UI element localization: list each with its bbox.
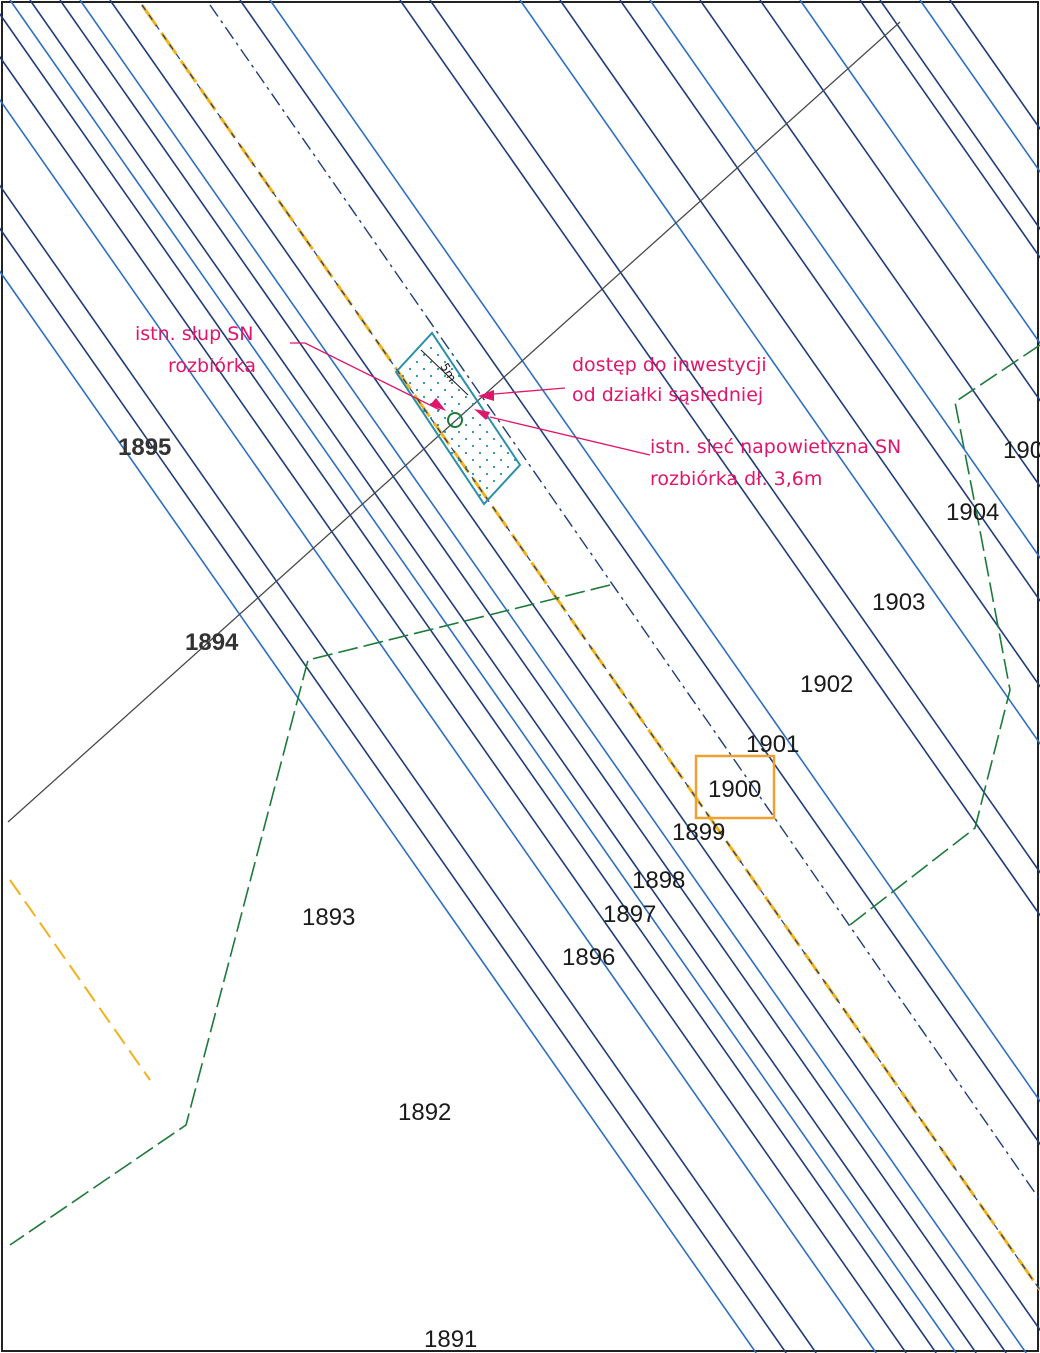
pole-annotation-line1: istn. słup SN	[135, 323, 253, 345]
parcel-label-1903: 1903	[872, 589, 925, 616]
parcel-boundary-line	[649, 0, 1040, 560]
road-highlight	[9, 4, 1040, 1291]
parcel-label-1902: 1902	[800, 671, 853, 698]
access-annotation-line1: dostęp do inwestycji	[572, 354, 767, 376]
access-annotation-line2: od działki sąsiedniej	[572, 384, 763, 406]
parcel-label-1899: 1899	[672, 819, 725, 846]
investment-area[interactable]	[394, 331, 522, 506]
parcel-label-1894: 1894	[185, 629, 239, 656]
parcel-boundary-line	[0, 270, 757, 1353]
arrow-icons	[430, 390, 494, 420]
parcel-label-1897: 1897	[603, 901, 656, 928]
road-highlight-left	[9, 879, 151, 1081]
building-boundaries	[9, 344, 1040, 1246]
parcel-label-1891: 1891	[424, 1326, 477, 1353]
parcel-boundary-line	[0, 55, 907, 1353]
parcel-boundary-line	[109, 0, 1040, 1332]
parcel-boundary-line	[59, 0, 1007, 1353]
parcel-boundary-line	[0, 98, 877, 1353]
access-leader	[481, 387, 566, 396]
annotation-leaders	[290, 342, 651, 456]
pole-circle-icon[interactable]	[447, 412, 463, 428]
parcel-boundary-line	[79, 0, 1027, 1353]
green-boundary-1	[9, 584, 611, 1246]
parcel-boundary-line	[949, 0, 1040, 131]
pole-leader	[290, 342, 441, 411]
parcel-boundary-line	[519, 0, 1040, 745]
pole-annotation-line2: rozbiórka	[168, 355, 256, 377]
parcel-label-1898: 1898	[632, 867, 685, 894]
parcel-boundary-line	[399, 0, 1040, 917]
parcel-boundary-line	[239, 0, 1040, 1146]
parcel-boundary-line	[9, 0, 957, 1353]
network-leader	[489, 416, 651, 456]
parcel-label-1901: 1901	[746, 731, 799, 758]
road-highlight-line-b	[141, 4, 1040, 1291]
parcel-boundary-line	[699, 0, 1040, 488]
parcel-label-1896: 1896	[562, 944, 615, 971]
arrow-icon	[430, 398, 446, 411]
parcel-boundary-line	[619, 0, 1040, 602]
parcel-boundary-line	[859, 0, 1040, 259]
parcel-boundary-line	[879, 0, 1040, 231]
parcel-boundary-line	[0, 184, 817, 1353]
network-annotation-line2: rozbiórka dł. 3,6m	[650, 468, 822, 490]
parcel-boundary-line	[759, 0, 1040, 402]
parcel-label-1893: 1893	[302, 904, 355, 931]
parcel-label-1900: 1900	[708, 776, 761, 803]
parcel-boundary-line	[269, 0, 1040, 1103]
parcel-boundary-line	[559, 0, 1040, 688]
dimension-line	[420, 349, 469, 396]
parcel-boundary-line	[0, 12, 937, 1353]
parcel-boundary-line	[29, 0, 977, 1353]
parcel-label-1905-partial: 190	[1003, 437, 1040, 464]
green-boundary-2	[849, 344, 1040, 926]
parcel-label-1895: 1895	[118, 434, 171, 461]
parcel-boundary-line	[799, 0, 1040, 345]
arrow-icon	[478, 390, 494, 401]
parcel-label-1892: 1892	[398, 1099, 451, 1126]
parcel-label-1904: 1904	[946, 499, 999, 526]
parcel-boundary-line	[0, 227, 787, 1353]
network-annotation-line1: istn. sieć napowietrzna SN	[650, 436, 901, 458]
arrow-icon	[474, 409, 490, 420]
parcel-boundary-line	[429, 0, 1040, 874]
highlight-box-1900[interactable]	[694, 754, 776, 820]
